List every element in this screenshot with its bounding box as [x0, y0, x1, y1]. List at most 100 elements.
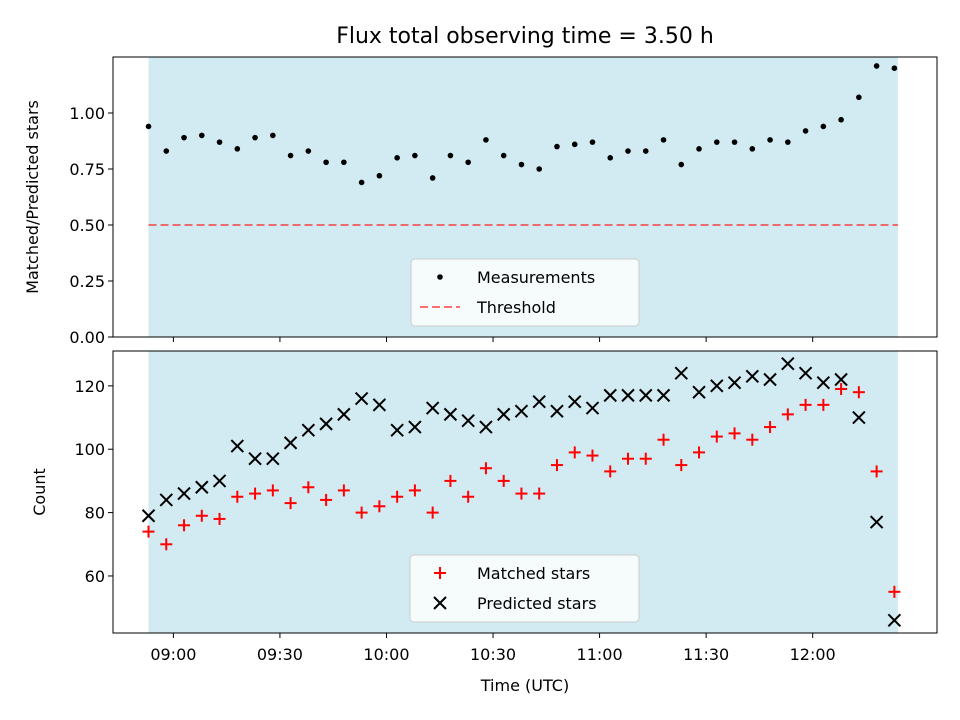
- measurement-point: [270, 132, 276, 139]
- legend-matched-marker: [434, 567, 446, 579]
- chart-title: Flux total observing time = 3.50 h: [336, 24, 714, 49]
- measurement-point: [642, 148, 649, 154]
- measurement-point: [571, 141, 578, 148]
- predicted-star-point: [266, 452, 280, 466]
- matched-star-point: [817, 398, 830, 411]
- predicted-stars-points: [141, 356, 902, 628]
- matched-star-point: [515, 487, 528, 500]
- x-tick-label: 10:00: [363, 645, 409, 664]
- predicted-star-point: [141, 509, 156, 523]
- measurement-point: [447, 152, 454, 159]
- predicted-star-point: [816, 375, 831, 390]
- matched-star-point: [657, 433, 670, 446]
- matched-star-point: [781, 408, 794, 421]
- matched-star-point: [408, 484, 421, 497]
- matched-star-point: [355, 506, 368, 519]
- predicted-star-point: [798, 366, 813, 380]
- predicted-star-point: [656, 388, 671, 403]
- predicted-star-point: [319, 417, 333, 431]
- legend-predicted-marker: [433, 596, 447, 610]
- predicted-star-point: [585, 401, 600, 415]
- matched-star-point: [693, 446, 706, 459]
- top-legend: Measurements Threshold: [410, 258, 640, 327]
- predicted-star-point: [674, 366, 688, 380]
- top-y-ticks: 0.00 0.25 0.50 0.75 1.00: [69, 104, 113, 347]
- measurement-point: [873, 63, 880, 69]
- matched-star-point: [178, 519, 191, 532]
- measurement-point: [181, 134, 187, 141]
- matched-star-point: [764, 421, 777, 434]
- top-x-ticks: [172, 337, 814, 342]
- matched-star-point: [337, 484, 350, 497]
- top-y-tick-label: 0.50: [69, 216, 105, 235]
- matched-star-point: [622, 452, 634, 465]
- predicted-star-point: [248, 452, 262, 466]
- matched-star-point: [852, 386, 865, 399]
- predicted-star-point: [159, 493, 173, 507]
- predicted-star-point: [425, 401, 440, 415]
- legend-threshold-label: Threshold: [476, 298, 556, 317]
- matched-star-point: [479, 462, 492, 475]
- matched-star-point: [320, 493, 333, 506]
- measurement-point: [678, 161, 685, 168]
- top-y-tick-label: 1.00: [69, 104, 105, 123]
- legend-matched-label: Matched stars: [477, 564, 590, 583]
- predicted-star-point: [461, 414, 475, 428]
- matched-star-point: [888, 585, 901, 598]
- x-tick-label: 11:00: [577, 645, 623, 664]
- predicted-star-point: [568, 394, 582, 409]
- bottom-panel: 60 80 100 120 09:00 09:30 10:00 10:30 11:00 11:3…: [30, 350, 938, 695]
- x-tick-label: 09:00: [150, 645, 196, 664]
- predicted-star-point: [550, 404, 564, 418]
- measurement-point: [785, 139, 791, 145]
- bottom-y-ticks: 60 80 100 120: [74, 377, 113, 586]
- matched-star-point: [373, 500, 386, 513]
- measurement-point: [216, 139, 223, 145]
- measurement-point: [287, 152, 294, 159]
- x-tick-label: 09:30: [257, 645, 303, 664]
- predicted-star-point: [301, 423, 316, 437]
- predicted-star-point: [639, 388, 653, 403]
- matched-star-point: [195, 509, 208, 522]
- matched-star-point: [302, 481, 315, 494]
- predicted-star-point: [781, 356, 795, 371]
- measurement-point: [891, 65, 898, 71]
- predicted-star-point: [532, 394, 546, 409]
- matched-star-point: [728, 427, 741, 440]
- matched-star-point: [142, 525, 155, 538]
- bottom-y-tick-label: 60: [85, 567, 105, 586]
- matched-stars-points: [142, 383, 901, 598]
- predicted-star-point: [869, 515, 884, 529]
- bottom-y-tick-label: 100: [74, 440, 105, 459]
- top-y-tick-label: 0.25: [69, 272, 105, 291]
- measurement-point: [145, 123, 152, 130]
- matched-star-point: [462, 490, 475, 503]
- top-y-tick-label: 0.00: [69, 328, 105, 347]
- bottom-y-axis-label: Count: [30, 468, 49, 516]
- measurement-point: [536, 166, 543, 172]
- measurement-point: [412, 152, 418, 159]
- measurement-point: [163, 148, 170, 154]
- matched-star-point: [639, 452, 652, 465]
- bottom-x-ticks: 09:00 09:30 10:00 10:30 11:00 11:30 12:00: [150, 633, 836, 664]
- matched-star-point: [586, 449, 599, 462]
- measurement-point: [252, 134, 258, 141]
- measurement-point: [820, 123, 827, 130]
- measurement-point: [802, 128, 809, 134]
- matched-star-point: [550, 459, 563, 472]
- top-legend-box: [410, 258, 640, 327]
- x-tick-label: 12:00: [790, 645, 836, 664]
- x-tick-label: 10:30: [470, 645, 516, 664]
- measurement-point: [856, 94, 862, 101]
- measurement-point: [198, 132, 205, 139]
- measurement-point: [696, 146, 702, 152]
- top-axes-frame: [112, 56, 938, 338]
- matched-star-point: [533, 487, 546, 500]
- matched-star-point: [746, 433, 759, 446]
- predicted-star-point: [479, 420, 493, 434]
- matched-star-point: [266, 484, 279, 497]
- matched-star-point: [497, 474, 510, 487]
- matched-star-point: [249, 487, 262, 500]
- measurement-point: [341, 159, 347, 166]
